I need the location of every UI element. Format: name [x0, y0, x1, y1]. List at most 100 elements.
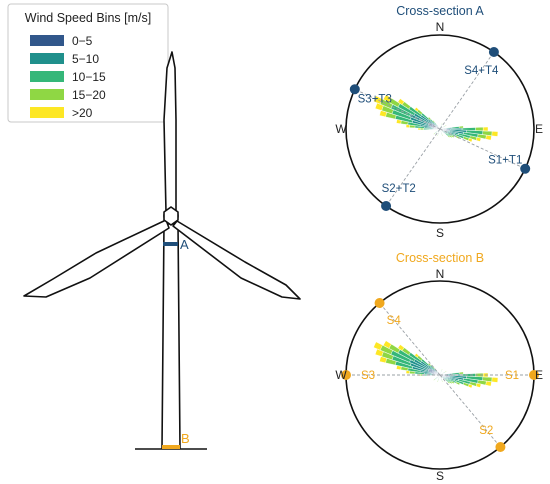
rose-a-petal-6-bin-3 — [409, 124, 416, 129]
legend-label-1: 5−10 — [72, 52, 99, 66]
cross-section-a: Cross-section A S4+T4 S3+T3 S2+T2 S1+T1 N E… — [335, 4, 543, 240]
rose-a-petal-5-bin-4 — [396, 119, 402, 124]
rose-a-petal-16-bin-1 — [444, 127, 453, 129]
rose-a-petal-11-bin-4 — [491, 131, 499, 137]
rose-a-sensor-label-2: S2+T2 — [382, 183, 416, 195]
rose-a-petal-18-bin-3 — [419, 127, 424, 131]
blade-top — [163, 51, 177, 213]
cross-section-b: Cross-section B S4 S3 S2 S1 N E S W — [335, 251, 543, 483]
rose-a-petal-2-bin-4 — [373, 95, 383, 105]
rose-a-petal-8-bin-3 — [427, 116, 432, 121]
rose-a-petal-18-bin-1 — [429, 128, 437, 130]
rose-b-petal-21-bin-3 — [444, 370, 447, 373]
rose-b-petal-16-bin-3 — [458, 371, 464, 375]
rose-b-petal-10-bin-4 — [485, 380, 492, 387]
rose-a-petal-6-bin-4 — [405, 124, 410, 128]
rose-b-petal-12-bin-2 — [461, 373, 476, 377]
cross-section-a-sensors: S4+T4 S3+T3 S2+T2 S1+T1 — [349, 46, 531, 212]
rose-a-petal-21-bin-3 — [444, 124, 447, 127]
wind-rose-b-petals — [373, 340, 499, 389]
rose-a-sensor-line-0 — [439, 51, 495, 130]
wind-turbine — [23, 51, 301, 450]
rose-b-sensor-label-3: S1 — [505, 370, 519, 382]
rose-a-petal-16-bin-3 — [458, 125, 464, 129]
rose-b-petal-11-bin-4 — [491, 377, 499, 383]
section-a-label: A — [180, 237, 189, 252]
compass-b-south: S — [436, 469, 444, 483]
legend-label-3: 15−20 — [72, 88, 106, 102]
rose-a-petal-16-bin-2 — [451, 126, 460, 129]
rose-a-petal-25-bin-2 — [440, 132, 443, 135]
rose-a-sensor-label-3: S1+T1 — [488, 154, 522, 166]
rose-b-petal-23-bin-1 — [436, 375, 440, 379]
rose-a-petal-10-bin-4 — [485, 134, 492, 141]
section-b-label: B — [181, 431, 190, 446]
legend-swatch-1 — [30, 53, 64, 64]
rose-b-petal-19-bin-3 — [449, 381, 453, 385]
rose-b-petal-21-bin-1 — [440, 372, 444, 375]
legend-swatch-2 — [30, 71, 64, 82]
blade-left — [23, 219, 170, 298]
rose-b-sensor-label-2: S2 — [479, 425, 493, 437]
rose-a-petal-4-bin-4 — [397, 98, 405, 106]
legend: Wind Speed Bins [m/s] 0−5 5−10 10−15 15−… — [7, 3, 169, 123]
rose-a-sensor-line-1 — [354, 88, 441, 130]
rose-a-petal-25-bin-3 — [441, 134, 444, 137]
cross-section-b-title: Cross-section B — [396, 251, 484, 265]
rose-b-petal-6-bin-3 — [409, 370, 416, 375]
rose-a-sensor-label-0: S4+T4 — [464, 65, 499, 77]
rose-a-petal-12-bin-4 — [482, 126, 489, 132]
legend-swatch-3 — [30, 89, 64, 100]
rose-a-sensor-line-3 — [439, 128, 526, 170]
compass-a-west: W — [335, 122, 347, 136]
compass-b-east: E — [535, 368, 543, 382]
rose-a-petal-12-bin-2 — [461, 127, 476, 131]
turbine-tower — [161, 223, 181, 449]
legend-label-2: 10−15 — [72, 70, 106, 84]
rose-b-sensor-dot-1 — [341, 370, 351, 380]
rose-b-petal-0-bin-4 — [379, 356, 388, 364]
rose-a-petal-22-bin-3 — [436, 134, 439, 137]
rose-a-petal-23-bin-3 — [433, 132, 436, 135]
rose-a-sensor-dot-0 — [488, 46, 499, 57]
legend-title: Wind Speed Bins [m/s] — [25, 11, 151, 25]
rose-b-petal-25-bin-2 — [440, 378, 443, 381]
rose-b-petal-22-bin-2 — [437, 378, 440, 381]
rose-a-petal-0-bin-4 — [379, 110, 388, 118]
rose-a-petal-19-bin-3 — [449, 135, 453, 139]
legend-swatch-4 — [30, 107, 64, 118]
rose-b-sensor-label-0: S4 — [387, 315, 402, 327]
legend-swatch-0 — [30, 35, 64, 46]
rose-b-sensor-line-2 — [439, 374, 501, 448]
compass-a-north: N — [436, 20, 445, 34]
rose-b-petal-6-bin-4 — [405, 370, 410, 374]
rose-b-petal-7-bin-4 — [414, 353, 420, 358]
legend-label-0: 0−5 — [72, 34, 93, 48]
cross-section-b-sensors: S4 S3 S2 S1 — [341, 297, 539, 453]
rose-a-petal-22-bin-2 — [437, 132, 440, 135]
rose-a-sensor-dot-3 — [520, 163, 531, 174]
rose-b-petal-1-bin-4 — [374, 348, 384, 357]
rose-a-sensor-dot-1 — [349, 84, 360, 95]
rose-b-sensor-dot-2 — [495, 442, 506, 453]
rose-b-petal-22-bin-1 — [438, 376, 440, 379]
rose-a-petal-18-bin-4 — [417, 127, 421, 131]
rose-a-sensor-dot-2 — [381, 201, 392, 212]
rose-a-petal-3-bin-4 — [383, 94, 392, 103]
rose-b-petal-13-bin-4 — [468, 384, 473, 389]
compass-b-west: W — [335, 368, 347, 382]
rose-a-petal-9-bin-4 — [475, 137, 482, 142]
rose-b-petal-15-bin-3 — [450, 380, 455, 384]
rose-b-petal-25-bin-3 — [441, 380, 444, 383]
rose-b-petal-16-bin-2 — [451, 372, 460, 375]
rose-b-petal-22-bin-3 — [436, 380, 439, 383]
rose-b-sensor-dot-0 — [374, 297, 385, 308]
rose-b-petal-5-bin-4 — [396, 365, 402, 370]
rose-a-petal-7-bin-4 — [414, 107, 420, 112]
rose-a-petal-1-bin-4 — [374, 102, 384, 111]
compass-b-north: N — [436, 267, 445, 281]
compass-a-east: E — [535, 122, 543, 136]
rose-a-petal-15-bin-3 — [450, 134, 455, 138]
cross-section-a-title: Cross-section A — [396, 4, 484, 18]
